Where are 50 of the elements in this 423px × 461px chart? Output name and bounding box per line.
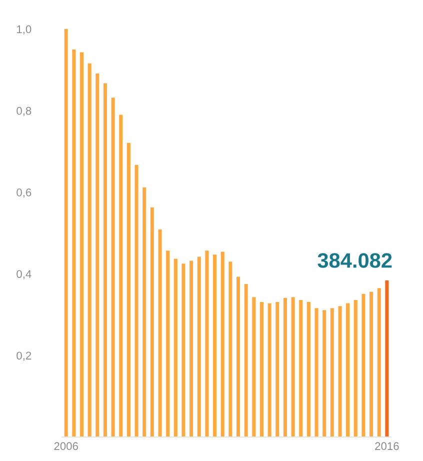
bar <box>338 306 342 438</box>
bar <box>354 300 358 438</box>
bar <box>283 298 287 438</box>
bar <box>111 98 115 438</box>
bar <box>119 114 123 438</box>
bar <box>103 83 107 438</box>
bar <box>80 52 84 438</box>
bar <box>268 303 272 438</box>
bar <box>330 308 334 438</box>
bar <box>314 308 318 438</box>
y-tick-label: 0,2 <box>16 352 32 361</box>
bar <box>385 280 389 438</box>
bar <box>362 294 366 438</box>
bar <box>370 292 374 438</box>
bar <box>197 256 201 438</box>
bar <box>158 229 162 438</box>
bar <box>346 303 350 438</box>
y-tick-label: 0,4 <box>16 270 32 280</box>
bar <box>322 310 326 438</box>
bar <box>299 300 303 438</box>
x-tick-label: 2006 <box>54 442 78 450</box>
bar <box>166 250 170 438</box>
bar <box>260 302 264 438</box>
bar <box>377 288 381 438</box>
bar <box>244 284 248 438</box>
bar <box>64 29 68 438</box>
bar <box>306 302 310 438</box>
bar <box>205 250 209 438</box>
bar <box>126 142 130 438</box>
bar <box>236 276 240 438</box>
x-tick-label: 2016 <box>375 442 399 450</box>
bar <box>72 49 76 438</box>
bar <box>150 207 154 438</box>
bar <box>213 254 217 438</box>
bar <box>228 262 232 438</box>
bar <box>134 164 138 438</box>
bar <box>174 258 178 438</box>
bar <box>96 74 100 438</box>
bar <box>252 297 256 438</box>
y-tick-label: 1,0 <box>17 25 32 34</box>
bar <box>220 252 224 438</box>
bar <box>276 302 280 438</box>
y-tick-label: 0,6 <box>16 188 32 198</box>
y-tick-label: 0,8 <box>16 106 32 116</box>
bar <box>182 264 186 438</box>
bar <box>291 297 295 438</box>
annotation: 384.082 <box>318 253 392 268</box>
bar <box>88 63 92 438</box>
bar <box>142 187 146 438</box>
bar <box>190 260 194 438</box>
